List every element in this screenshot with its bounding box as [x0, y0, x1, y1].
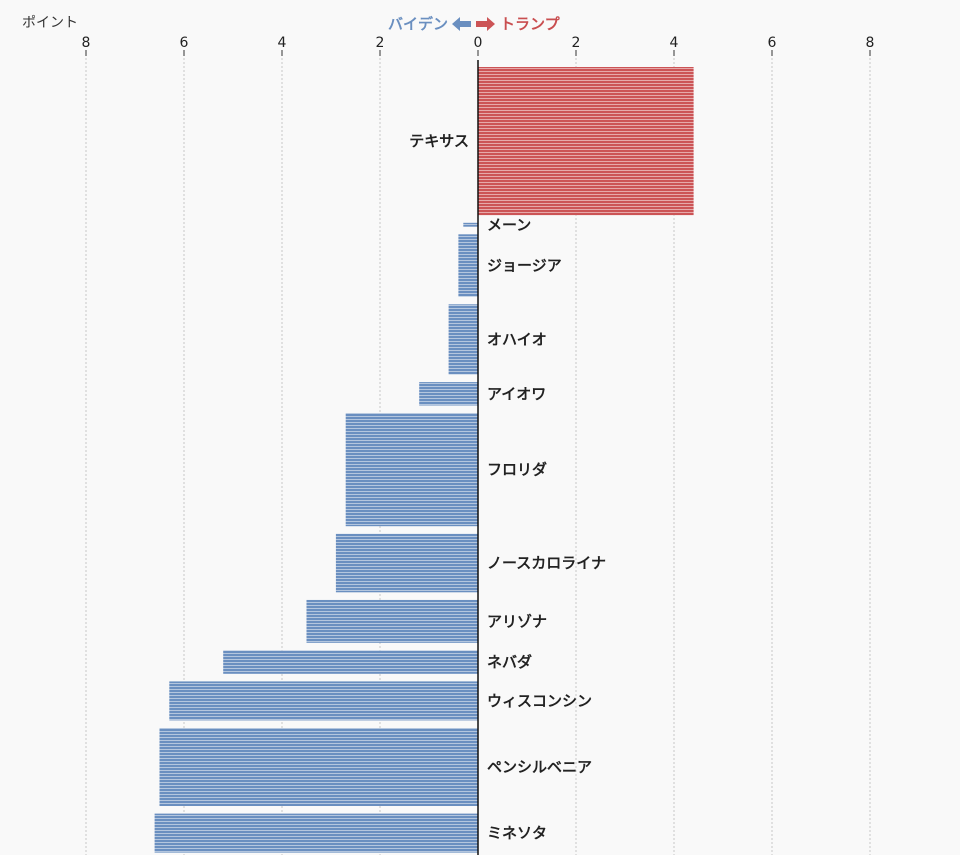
legend-trump: トランプ	[500, 15, 560, 33]
bar-1	[463, 222, 478, 227]
category-label: フロリダ	[487, 461, 547, 479]
tick-label: 4	[278, 35, 287, 51]
category-label: ノースカロライナ	[487, 554, 606, 572]
bar-5	[345, 413, 478, 527]
category-label: ネバダ	[487, 653, 532, 671]
bar-11	[154, 813, 478, 853]
tick-label: 4	[670, 35, 679, 51]
arrow-right-icon	[476, 16, 496, 31]
tick-label: 0	[474, 35, 483, 51]
tick-label: 6	[768, 35, 777, 51]
category-label: ウィスコンシン	[487, 692, 592, 710]
bar-6	[335, 533, 478, 593]
tick-label: 2	[376, 35, 385, 51]
category-label: ジョージア	[487, 257, 562, 275]
category-label: ミネソタ	[487, 824, 547, 842]
bar-0	[478, 67, 694, 216]
bar-4	[419, 382, 478, 406]
bar-7	[306, 599, 478, 643]
category-label: ペンシルベニア	[487, 758, 592, 776]
bar-10	[159, 728, 478, 806]
category-label: アリゾナ	[487, 612, 547, 630]
category-label: アイオワ	[487, 385, 546, 403]
category-label: メーン	[487, 216, 531, 234]
legend: バイデン トランプ	[388, 13, 560, 34]
bar-9	[169, 681, 479, 721]
bar-3	[448, 304, 478, 375]
bar-2	[458, 234, 478, 297]
tick-label: 8	[82, 35, 91, 51]
legend-biden: バイデン	[388, 15, 449, 33]
tick-label: 8	[866, 35, 875, 51]
unit-label: ポイント	[22, 15, 78, 31]
bar-8	[223, 650, 478, 674]
category-label: オハイオ	[487, 330, 547, 348]
arrow-left-icon	[452, 16, 472, 31]
tick-label: 6	[180, 35, 189, 51]
category-label: テキサス	[409, 132, 469, 150]
tick-label: 2	[572, 35, 581, 51]
